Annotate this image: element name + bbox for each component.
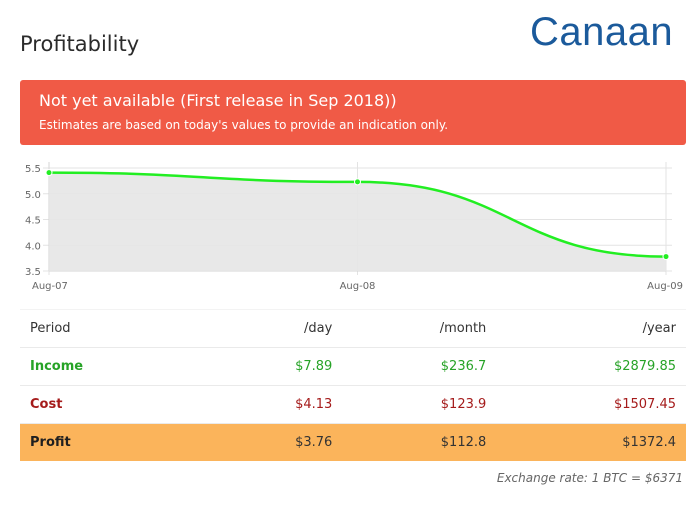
header-period: Period	[20, 309, 210, 348]
cost-day: $4.13	[210, 385, 343, 424]
profit-day: $3.76	[210, 423, 343, 461]
y-tick-label: 5.0	[25, 190, 41, 201]
y-axis-ticks: 5.5 5.0 4.5 4.0 3.5	[25, 164, 41, 278]
header-year: /year	[496, 309, 686, 348]
profit-month: $112.8	[342, 423, 497, 461]
brand-logo: Canaan	[530, 10, 674, 54]
table-row-profit: Profit $3.76 $112.8 $1372.4	[20, 423, 686, 461]
x-tick-label: Aug-07	[32, 281, 68, 292]
x-axis-ticks: Aug-07 Aug-08 Aug-09	[32, 281, 683, 292]
x-tick-label: Aug-08	[340, 281, 376, 292]
chart-area-layer	[49, 172, 666, 271]
table-header-row: Period /day /month /year	[20, 309, 686, 348]
y-tick-label: 5.5	[25, 164, 41, 175]
header-day: /day	[210, 309, 343, 348]
x-tick-label: Aug-09	[647, 281, 683, 292]
profit-year: $1372.4	[496, 423, 686, 461]
profitability-table: Period /day /month /year Income $7.89 $2…	[20, 309, 686, 461]
page-title: Profitability	[20, 32, 140, 56]
series-point	[45, 169, 53, 177]
header-month: /month	[342, 309, 497, 348]
table-row-cost: Cost $4.13 $123.9 $1507.45	[20, 385, 686, 424]
cost-year: $1507.45	[496, 385, 686, 424]
series-point	[354, 178, 361, 186]
exchange-rate: Exchange rate: 1 BTC = $6371	[496, 471, 683, 485]
alert-title: Not yet available (First release in Sep …	[39, 91, 397, 110]
alert-text: Estimates are based on today's values to…	[39, 118, 449, 132]
income-month: $236.7	[342, 347, 497, 386]
income-year: $2879.85	[496, 347, 686, 386]
cost-label: Cost	[20, 385, 210, 424]
profit-line-chart: 5.5 5.0 4.5 4.0 3.5 Aug-07 Aug-08 Aug-09	[25, 162, 683, 292]
availability-alert: Not yet available (First release in Sep …	[20, 80, 686, 145]
y-tick-label: 4.0	[25, 241, 41, 252]
y-tick-label: 3.5	[25, 267, 41, 278]
profit-label: Profit	[20, 423, 210, 461]
chart-points	[45, 169, 670, 261]
series-point	[662, 253, 670, 261]
income-label: Income	[20, 347, 210, 386]
y-tick-label: 4.5	[25, 216, 41, 227]
cost-month: $123.9	[342, 385, 497, 424]
table-row-income: Income $7.89 $236.7 $2879.85	[20, 347, 686, 386]
series-area	[49, 172, 666, 271]
income-day: $7.89	[210, 347, 343, 386]
